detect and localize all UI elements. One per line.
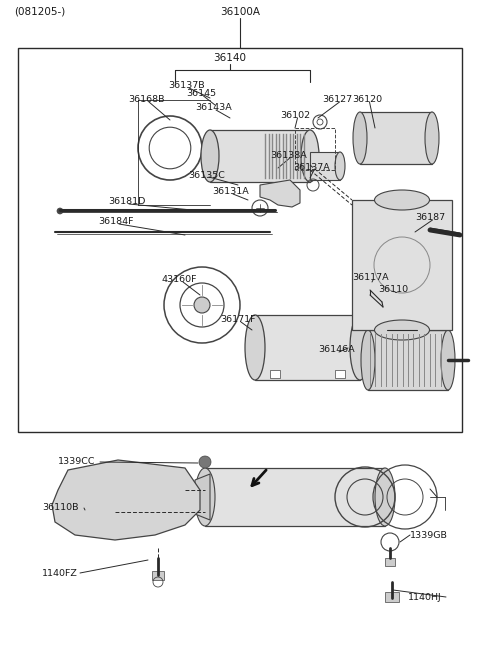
Text: 36120: 36120 [352, 95, 382, 104]
Ellipse shape [350, 315, 370, 380]
Ellipse shape [245, 315, 265, 380]
Bar [368, 330, 448, 390]
Bar [152, 571, 164, 580]
Text: 1339GB: 1339GB [410, 530, 448, 539]
Text: 36181D: 36181D [108, 198, 145, 206]
Text: 36184F: 36184F [98, 217, 133, 227]
Polygon shape [195, 474, 210, 520]
Text: 36140: 36140 [214, 53, 247, 63]
Bar [385, 558, 395, 566]
Bar [335, 370, 345, 378]
Text: 36135C: 36135C [188, 171, 225, 179]
Text: 36102: 36102 [280, 112, 310, 120]
Text: 36110B: 36110B [42, 503, 79, 512]
Circle shape [57, 208, 63, 214]
Text: 36187: 36187 [415, 214, 445, 223]
Text: 36110: 36110 [378, 286, 408, 294]
Circle shape [199, 456, 211, 468]
Ellipse shape [425, 112, 439, 164]
Text: (081205-): (081205-) [14, 7, 65, 17]
Bar [205, 468, 385, 526]
Text: 36168B: 36168B [128, 95, 165, 104]
Circle shape [194, 297, 210, 313]
Ellipse shape [201, 130, 219, 182]
Text: 36127: 36127 [322, 95, 352, 104]
Bar [295, 128, 335, 170]
Bar [18, 48, 462, 432]
Bar [270, 370, 280, 378]
Text: 1140FZ: 1140FZ [42, 568, 78, 578]
Bar [210, 130, 310, 182]
Text: 36138A: 36138A [270, 150, 307, 160]
Ellipse shape [374, 320, 430, 340]
Text: 36146A: 36146A [318, 346, 355, 355]
Ellipse shape [375, 468, 395, 526]
Text: 36137B: 36137B [168, 81, 204, 91]
Polygon shape [260, 180, 300, 207]
Text: 36117A: 36117A [352, 273, 389, 283]
Bar [255, 315, 360, 380]
Ellipse shape [301, 130, 319, 182]
Text: 36143A: 36143A [195, 104, 232, 112]
Bar [352, 200, 452, 330]
Text: 36131A: 36131A [212, 187, 249, 196]
Ellipse shape [353, 112, 367, 164]
Text: 1140HJ: 1140HJ [408, 593, 442, 602]
Text: 1339CC: 1339CC [58, 457, 96, 466]
Ellipse shape [441, 330, 455, 390]
Ellipse shape [335, 152, 345, 180]
Bar [385, 592, 399, 602]
Ellipse shape [195, 468, 215, 526]
Ellipse shape [374, 190, 430, 210]
Text: 36100A: 36100A [220, 7, 260, 17]
Ellipse shape [361, 330, 375, 390]
Bar [310, 152, 340, 180]
Text: 36145: 36145 [186, 89, 216, 99]
Polygon shape [52, 460, 200, 540]
Text: 36137A: 36137A [293, 164, 330, 173]
Text: 36171F: 36171F [220, 315, 255, 325]
Bar [360, 112, 432, 164]
Text: 43160F: 43160F [162, 275, 197, 284]
